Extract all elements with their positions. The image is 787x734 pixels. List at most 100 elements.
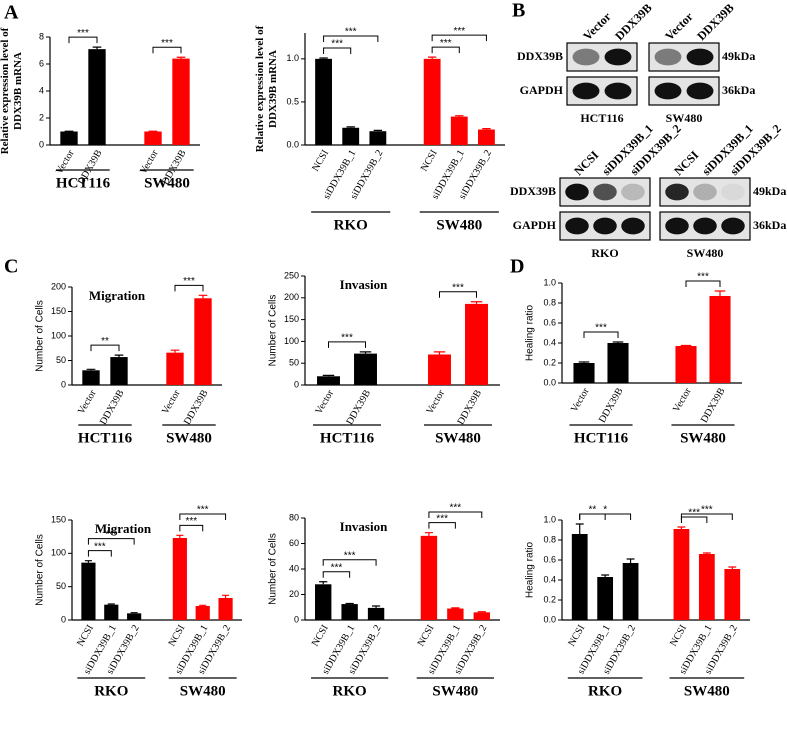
- bar: [724, 569, 741, 620]
- x-tick-label: Vector: [160, 388, 183, 417]
- y-axis-label: DDX39B mRNA: [267, 50, 279, 128]
- bar: [342, 127, 360, 145]
- y-tick-label: 0: [61, 614, 66, 624]
- bar: [354, 353, 377, 385]
- y-axis-label: Relative expression level of: [254, 25, 266, 152]
- significance-label: ***: [341, 333, 353, 344]
- y-tick-label: 80: [289, 512, 299, 522]
- error-bar: [346, 126, 355, 128]
- y-tick-label: 100: [284, 336, 299, 346]
- significance-bracket: [322, 571, 351, 578]
- blot-cell-label: RKO: [591, 246, 618, 260]
- y-axis-label: Number of Cells: [35, 534, 46, 606]
- y-tick-label: 50: [56, 355, 66, 365]
- error-bar: [455, 115, 464, 117]
- significance-bracket: [152, 46, 182, 54]
- blot-band: [693, 183, 717, 201]
- x-tick-label: Vector: [76, 388, 99, 417]
- group-label: HCT116: [56, 175, 111, 191]
- significance-label: ***: [436, 513, 448, 524]
- significance-label: ***: [701, 505, 713, 516]
- chart-title: Invasion: [340, 277, 388, 292]
- bar: [369, 131, 387, 145]
- significance-label: ***: [452, 282, 464, 293]
- y-tick-label: 150: [51, 514, 66, 524]
- x-tick-label: NCSI: [167, 623, 188, 648]
- y-tick-label: 0.0: [543, 614, 556, 624]
- error-bar: [680, 344, 692, 347]
- chart-title: Migration: [95, 521, 152, 536]
- significance-label: ***: [331, 39, 343, 50]
- significance-bracket: [87, 550, 112, 557]
- bar: [104, 604, 119, 620]
- error-bar: [170, 349, 180, 353]
- bar: [144, 131, 162, 145]
- error-bar: [477, 611, 486, 613]
- bar: [88, 49, 106, 145]
- group-label: SW480: [144, 175, 190, 191]
- significance-label: ***: [105, 529, 117, 540]
- x-tick-label: NCSI: [310, 623, 331, 648]
- blot-lane-label: DDX39B: [694, 1, 736, 43]
- blot-band: [665, 217, 689, 235]
- blot-frame: [659, 177, 751, 207]
- error-bar: [198, 294, 208, 299]
- blot-lane-label: Vector: [662, 9, 696, 43]
- significance-label: ***: [94, 541, 106, 552]
- error-bar: [319, 57, 328, 59]
- y-tick-label: 1.0: [286, 53, 299, 63]
- error-bar: [714, 290, 726, 296]
- error-bar: [578, 361, 590, 363]
- group-label: RKO: [94, 683, 128, 699]
- y-tick-label: 0: [61, 379, 66, 389]
- group-label: RKO: [333, 683, 367, 699]
- error-bar: [371, 605, 381, 608]
- blot-cell-label: SW480: [687, 246, 724, 260]
- x-tick-label: Vector: [425, 388, 448, 417]
- bar: [110, 357, 128, 385]
- error-bar: [626, 558, 635, 563]
- y-tick-label: 0.4: [543, 337, 556, 347]
- y-axis-label: Number of Cells: [268, 295, 279, 367]
- error-bar: [319, 581, 328, 585]
- y-tick-label: 0: [294, 379, 299, 389]
- significance-bracket: [87, 538, 135, 545]
- blot-row-label: DDX39B: [517, 49, 563, 63]
- error-bar: [359, 351, 372, 354]
- bar: [571, 534, 588, 620]
- bar: [450, 116, 468, 145]
- y-tick-label: 0.8: [543, 297, 556, 307]
- significance-bracket: [685, 280, 721, 287]
- significance-label: ***: [688, 508, 700, 519]
- group-label: SW480: [432, 683, 478, 699]
- blot-band: [565, 217, 589, 235]
- y-tick-label: 200: [284, 292, 299, 302]
- y-tick-label: 20: [289, 589, 299, 599]
- y-tick-label: 0.2: [543, 357, 556, 367]
- y-axis-label: Healing ratio: [525, 541, 536, 598]
- significance-bracket: [179, 513, 227, 520]
- error-bar: [86, 368, 96, 371]
- group-label: RKO: [334, 217, 368, 233]
- significance-label: ***: [331, 562, 343, 573]
- y-tick-label: 1.0: [543, 514, 556, 524]
- bar: [428, 354, 451, 385]
- panel-label: C: [4, 256, 18, 278]
- blot-band: [604, 48, 632, 66]
- blot-row-label: GAPDH: [513, 218, 557, 232]
- bar: [420, 535, 438, 620]
- significance-label: ***: [450, 503, 462, 514]
- panel-label: A: [4, 2, 19, 24]
- bar: [709, 296, 731, 383]
- bar: [315, 584, 332, 620]
- panel-label: B: [512, 0, 525, 22]
- y-tick-label: 150: [284, 314, 299, 324]
- blot-band: [572, 48, 600, 66]
- y-tick-label: 6: [39, 58, 44, 68]
- x-tick-label: NCSI: [668, 623, 689, 648]
- significance-bracket: [90, 344, 120, 352]
- y-tick-label: 0.6: [543, 317, 556, 327]
- blot-band: [604, 82, 632, 100]
- blot-row-label: DDX39B: [510, 184, 556, 198]
